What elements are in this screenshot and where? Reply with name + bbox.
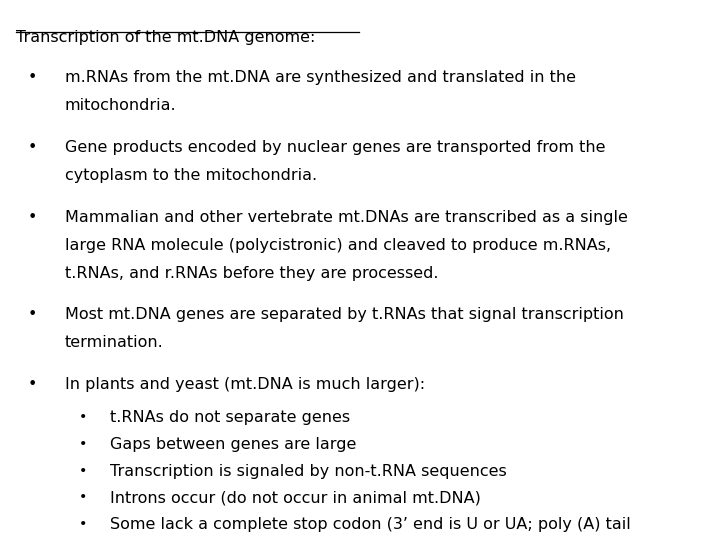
- Text: t.RNAs, and r.RNAs before they are processed.: t.RNAs, and r.RNAs before they are proce…: [65, 266, 438, 281]
- Text: t.RNAs do not separate genes: t.RNAs do not separate genes: [110, 410, 351, 426]
- Text: Most mt.DNA genes are separated by t.RNAs that signal transcription: Most mt.DNA genes are separated by t.RNA…: [65, 307, 624, 322]
- Text: •: •: [27, 377, 37, 392]
- Text: Transcription is signaled by non-t.RNA sequences: Transcription is signaled by non-t.RNA s…: [110, 464, 507, 479]
- Text: •: •: [79, 464, 88, 478]
- Text: In plants and yeast (mt.DNA is much larger):: In plants and yeast (mt.DNA is much larg…: [65, 377, 425, 392]
- Text: Gaps between genes are large: Gaps between genes are large: [110, 437, 356, 452]
- Text: large RNA molecule (polycistronic) and cleaved to produce m.RNAs,: large RNA molecule (polycistronic) and c…: [65, 238, 611, 253]
- Text: Some lack a complete stop codon (3’ end is U or UA; poly (A) tail: Some lack a complete stop codon (3’ end …: [110, 517, 631, 532]
- Text: •: •: [27, 70, 37, 85]
- Text: •: •: [27, 210, 37, 225]
- Text: •: •: [79, 490, 88, 504]
- Text: Mammalian and other vertebrate mt.DNAs are transcribed as a single: Mammalian and other vertebrate mt.DNAs a…: [65, 210, 628, 225]
- Text: •: •: [79, 437, 88, 451]
- Text: Transcription of the mt.DNA genome:: Transcription of the mt.DNA genome:: [16, 30, 315, 45]
- Text: Introns occur (do not occur in animal mt.DNA): Introns occur (do not occur in animal mt…: [110, 490, 481, 505]
- Text: termination.: termination.: [65, 335, 163, 350]
- Text: m.RNAs from the mt.DNA are synthesized and translated in the: m.RNAs from the mt.DNA are synthesized a…: [65, 70, 576, 85]
- Text: •: •: [27, 140, 37, 155]
- Text: •: •: [79, 410, 88, 424]
- Text: •: •: [79, 517, 88, 531]
- Text: Gene products encoded by nuclear genes are transported from the: Gene products encoded by nuclear genes a…: [65, 140, 606, 155]
- Text: mitochondria.: mitochondria.: [65, 98, 176, 113]
- Text: •: •: [27, 307, 37, 322]
- Text: cytoplasm to the mitochondria.: cytoplasm to the mitochondria.: [65, 168, 317, 183]
